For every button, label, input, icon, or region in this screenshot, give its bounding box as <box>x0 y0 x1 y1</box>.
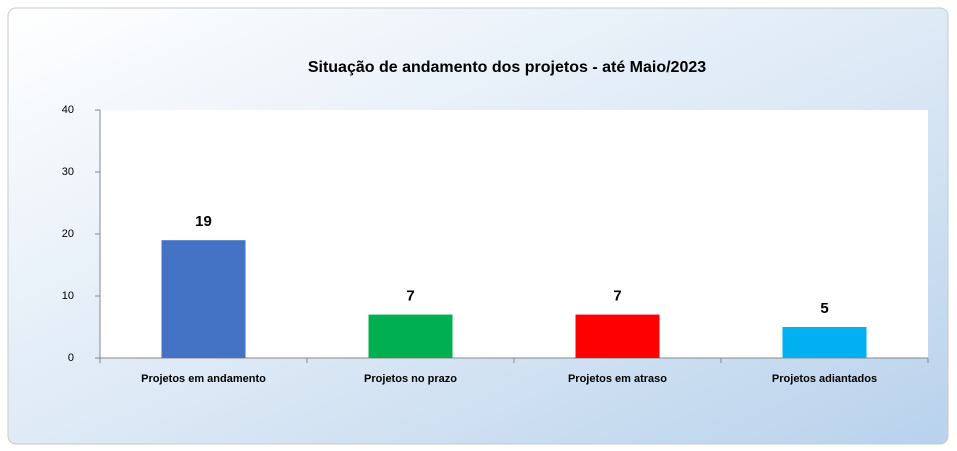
data-label: 7 <box>406 288 414 305</box>
bar <box>782 327 867 358</box>
y-tick-label: 0 <box>68 352 74 364</box>
bar <box>161 240 246 358</box>
x-tick-label: Projetos em atraso <box>568 373 667 385</box>
data-label: 7 <box>613 288 621 305</box>
bar <box>368 314 453 358</box>
bar <box>575 314 660 358</box>
x-tick-label: Projetos no prazo <box>364 373 457 385</box>
y-tick-label: 30 <box>62 166 74 178</box>
y-tick-label: 10 <box>62 290 74 302</box>
chart-title: Situação de andamento dos projetos - até… <box>308 59 706 76</box>
data-label: 5 <box>820 300 828 317</box>
y-tick-label: 40 <box>62 104 74 116</box>
y-tick-label: 20 <box>62 228 74 240</box>
x-tick-label: Projetos adiantados <box>772 373 877 385</box>
x-tick-label: Projetos em andamento <box>141 373 266 385</box>
data-label: 19 <box>195 213 212 230</box>
